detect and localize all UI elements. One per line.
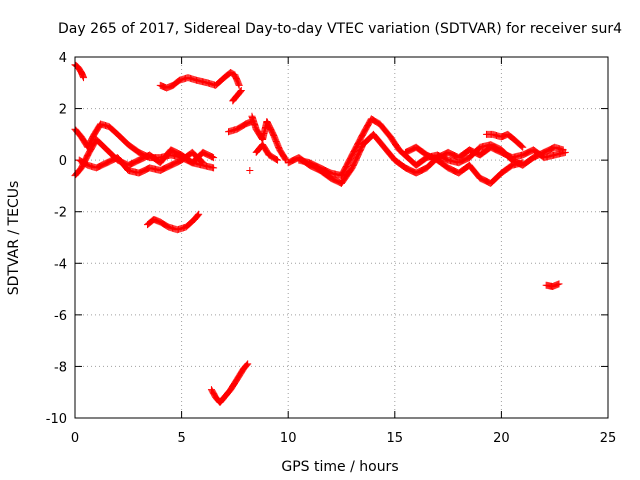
data-point (555, 280, 563, 288)
data-point (518, 142, 526, 150)
data-point (242, 362, 250, 370)
y-tick-label: -8 (54, 360, 67, 375)
y-axis-label: SDTVAR / TECUs (6, 181, 22, 296)
x-axis-label: GPS time / hours (281, 459, 398, 475)
x-tick-label: 25 (600, 431, 617, 446)
data-point (281, 155, 289, 163)
data-point (243, 361, 251, 369)
y-tick-label: -4 (54, 257, 67, 272)
data-point (194, 211, 202, 219)
x-tick-label: 5 (177, 431, 185, 446)
data-points (71, 61, 569, 407)
data-point (246, 166, 254, 174)
x-tick-labels: 0 5 10 15 20 25 (71, 431, 616, 446)
data-point (272, 155, 280, 163)
data-point (197, 157, 205, 165)
data-point (210, 164, 218, 172)
data-point (193, 212, 201, 220)
data-point (199, 159, 207, 167)
data-point (235, 81, 243, 89)
data-point (519, 159, 527, 167)
data-point (198, 158, 206, 166)
x-tick-label: 15 (387, 431, 404, 446)
y-tick-label: 2 (59, 103, 67, 118)
data-point (195, 210, 203, 218)
x-tick-label: 10 (280, 431, 297, 446)
data-point (244, 360, 252, 368)
x-tick-label: 20 (493, 431, 510, 446)
data-point (274, 156, 282, 164)
data-point (80, 74, 88, 82)
y-tick-label: -10 (46, 412, 67, 427)
y-tick-label: 0 (59, 154, 67, 169)
data-point (519, 143, 527, 151)
chart-title: Day 265 of 2017, Sidereal Day-to-day VTE… (58, 21, 622, 37)
data-point (237, 87, 245, 95)
y-tick-label: -2 (54, 206, 67, 221)
data-point (559, 146, 567, 154)
x-tick-label: 0 (71, 431, 79, 446)
data-point (209, 153, 217, 161)
data-point (236, 88, 244, 96)
grid-lines (74, 56, 609, 419)
y-tick-label: 4 (59, 51, 67, 66)
plot-frame (74, 56, 609, 419)
y-tick-labels: 4 2 0 -2 -4 -6 -8 -10 (46, 51, 67, 427)
data-point (210, 154, 218, 162)
y-tick-label: -6 (54, 309, 67, 324)
data-point (237, 87, 245, 95)
